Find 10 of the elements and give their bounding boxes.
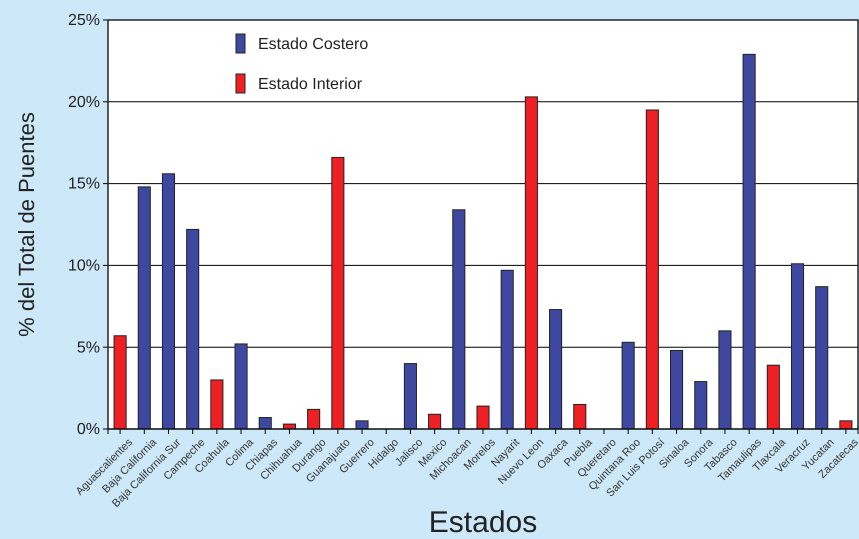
legend-label: Estado Costero	[258, 36, 368, 53]
y-tick-label: 15%	[68, 176, 100, 193]
y-tick-label: 25%	[68, 12, 100, 30]
y-axis-title: % del Total de Puentes	[14, 112, 39, 337]
legend-label: Estado Interior	[258, 76, 363, 93]
y-tick-label: 20%	[68, 94, 100, 111]
y-tick-label: 0%	[76, 421, 100, 438]
x-axis-title: Estados	[428, 506, 538, 539]
y-tick-label: 5%	[76, 339, 100, 356]
y-tick-label: 10%	[68, 258, 100, 275]
